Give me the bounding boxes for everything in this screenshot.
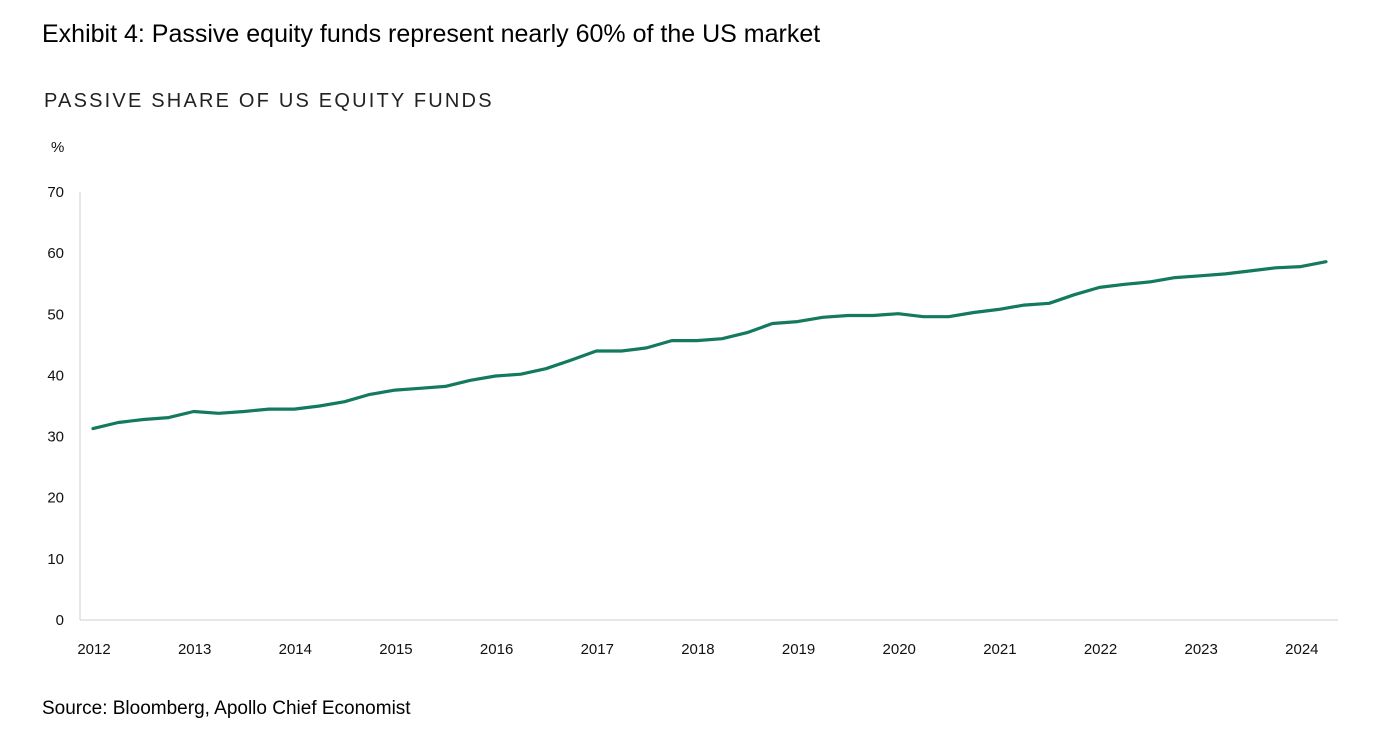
x-tick-label: 2014 bbox=[279, 641, 312, 658]
x-tick-label: 2013 bbox=[178, 641, 211, 658]
source-note: Source: Bloomberg, Apollo Chief Economis… bbox=[42, 698, 411, 719]
exhibit-title: Exhibit 4: Passive equity funds represen… bbox=[42, 20, 821, 48]
y-tick-label: 0 bbox=[56, 612, 64, 629]
x-tick-label: 2024 bbox=[1285, 641, 1318, 658]
y-tick-label: 20 bbox=[47, 490, 64, 507]
x-tick-label: 2016 bbox=[480, 641, 513, 658]
y-tick-label: 40 bbox=[47, 367, 64, 384]
y-tick-label: 50 bbox=[47, 306, 64, 323]
x-tick-label: 2019 bbox=[782, 641, 815, 658]
x-tick-label: 2015 bbox=[379, 641, 412, 658]
y-tick-label: 10 bbox=[47, 551, 64, 568]
chart-title: PASSIVE SHARE OF US EQUITY FUNDS bbox=[44, 90, 494, 112]
x-tick-label: 2017 bbox=[581, 641, 614, 658]
x-tick-label: 2012 bbox=[77, 641, 110, 658]
y-tick-label: 70 bbox=[47, 184, 64, 201]
y-tick-label: 30 bbox=[47, 429, 64, 446]
x-tick-label: 2022 bbox=[1084, 641, 1117, 658]
x-tick-label: 2018 bbox=[681, 641, 714, 658]
x-tick-label: 2021 bbox=[983, 641, 1016, 658]
y-axis-unit-label: % bbox=[51, 139, 64, 156]
x-tick-label: 2020 bbox=[883, 641, 916, 658]
y-tick-label: 60 bbox=[47, 245, 64, 262]
x-tick-label: 2023 bbox=[1184, 641, 1217, 658]
series-line-passive-share bbox=[91, 260, 1328, 431]
x-axis: 2012 2013 2014 2015 2016 2017 2018 2019 2020 2021… bbox=[77, 641, 1318, 658]
y-axis: 0 10 20 30 40 50 60 70 bbox=[47, 184, 64, 629]
